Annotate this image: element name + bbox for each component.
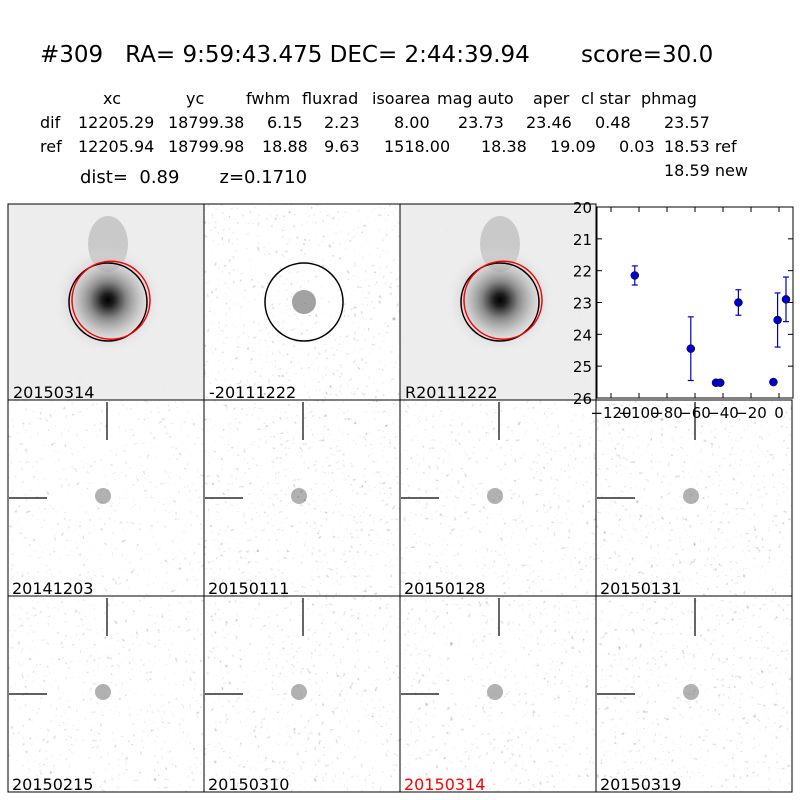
col-header-yc: yc [186,89,205,108]
dif-isoarea: 8.00 [394,113,430,132]
ref-phmag: 18.53 ref [664,137,737,156]
col-header-fluxrad: fluxrad [302,89,359,108]
stamp-label: R20111222 [405,383,498,402]
col-header-aper: aper [533,89,570,108]
image-stamp: 20150128 [399,399,597,598]
dif-fwhm: 6.15 [267,113,303,132]
image-stamp: 20150314 [7,203,205,402]
ref-isoarea: 1518.00 [384,137,451,156]
data-point [686,344,696,353]
dif-yc: 18799.38 [168,113,245,132]
ref-fwhm: 18.88 [262,137,308,156]
black-aperture-circle [460,262,540,342]
x-tick-label: −120 [590,404,631,422]
black-aperture-circle [264,262,344,342]
col-header-mag-auto: mag auto [437,89,514,108]
dif-xc: 12205.29 [78,113,155,132]
black-aperture-circle [68,262,148,342]
x-tick-label: −20 [735,404,767,422]
stamp-label: 20150319 [600,775,681,794]
y-tick-label: 24 [573,326,592,344]
stamp-label: 20141203 [12,579,93,598]
distance-redshift: dist= 0.89 z=0.1710 [80,167,308,188]
data-point [769,377,778,387]
red-aperture-circle [71,260,151,340]
y-tick-label: 25 [573,358,592,376]
red-aperture-circle [463,260,543,340]
x-tick-label: −40 [707,404,739,422]
dif-aper: 23.46 [526,113,572,132]
image-stamp: 20141203 [7,399,205,598]
x-tick-label: −100 [618,404,659,422]
stamp-label: 20150131 [600,579,681,598]
y-tick-label: 26 [573,390,592,408]
y-tick-label: 23 [573,295,592,313]
x-tick-label: 0 [774,404,784,422]
stamp-label: 20150310 [208,775,289,794]
stamp-label: 20150215 [12,775,93,794]
row-label-dif: dif [40,113,61,132]
y-tick-label: 22 [573,263,592,281]
stamp-label: 20150111 [208,579,289,598]
image-stamp: 20150215 [7,595,205,794]
data-point [715,378,725,387]
stamp-label: -20111222 [209,383,296,402]
ref-yc: 18799.98 [168,137,245,156]
ref-aper: 19.09 [550,137,596,156]
dif-fluxrad: 2.23 [324,113,360,132]
image-stamp: 20150319 [595,595,793,794]
ref-fluxrad: 9.63 [324,137,360,156]
ref-mag-auto: 18.38 [481,137,527,156]
stamp-label: 20150128 [404,579,485,598]
col-header-phmag: phmag [641,89,697,108]
col-header-cl-star: cl star [581,89,631,108]
ref-cl-star: 0.03 [619,137,655,156]
image-stamp: 20150314 [399,595,597,794]
dif-phmag: 23.57 [664,113,710,132]
x-tick-label: −80 [651,404,683,422]
y-tick-label: 20 [573,199,592,217]
x-tick-label: −60 [679,404,711,422]
stamp-label: 20150314 [13,383,94,402]
col-header-xc: xc [103,89,121,108]
dif-cl-star: 0.48 [595,113,631,132]
image-stamp: 20150131 [595,399,793,598]
col-header-isoarea: isoarea [372,89,431,108]
col-header-fwhm: fwhm [246,89,291,108]
page-title: #309 RA= 9:59:43.475 DEC= 2:44:39.94 sco… [40,42,714,68]
data-point [734,298,743,307]
stamp-label: 20150314 [404,775,485,794]
image-stamp: R20111222 [399,203,597,402]
data-point [781,295,791,304]
ref-xc: 12205.94 [78,137,155,156]
data-point [773,315,782,325]
data-point [630,271,640,280]
new-magnitude: 18.59 new [664,161,748,180]
image-stamp: 20150111 [203,399,401,598]
dif-mag-auto: 23.73 [458,113,504,132]
y-tick-label: 21 [573,231,592,249]
row-label-ref: ref [40,137,62,156]
image-stamp: -20111222 [203,203,401,402]
chart-frame [596,206,794,399]
light-curve-chart: 20 21 22 23 24 25 26−120−100−80−60−40−20 0 [573,199,794,422]
image-stamp: 20150310 [203,595,401,794]
